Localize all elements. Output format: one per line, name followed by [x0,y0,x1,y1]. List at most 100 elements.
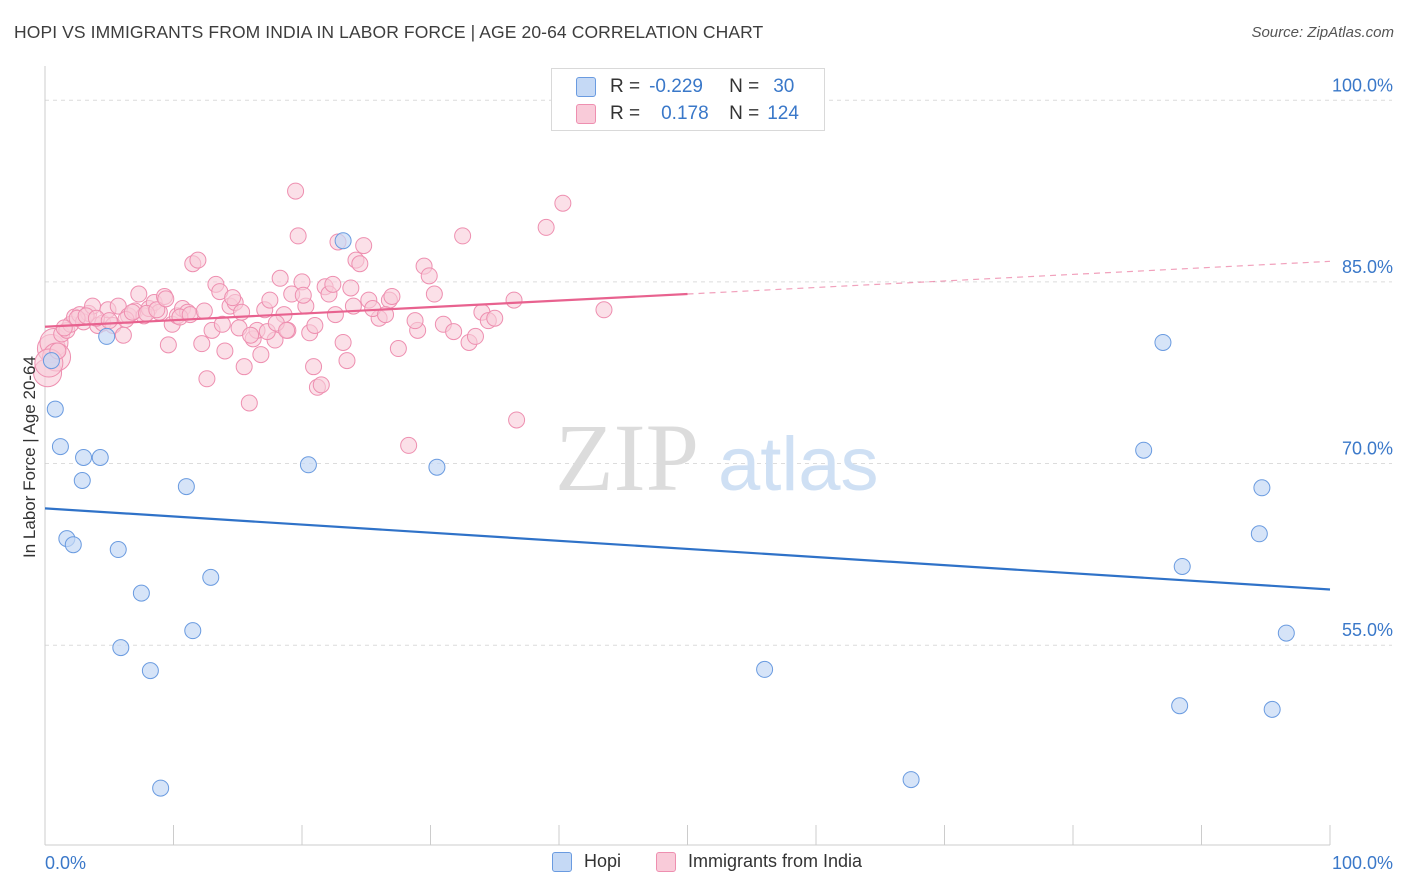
india-point [224,289,242,307]
india-point [159,336,177,354]
hopi-point [334,232,352,250]
india-point [271,269,289,287]
x-tick-label: 100.0% [1332,853,1393,873]
india-point [242,326,260,344]
hopi-point [756,660,774,678]
india-point [195,302,213,320]
legend-r-label: R = [610,76,641,97]
y-tick-label: 100.0% [1332,75,1393,95]
india-point [240,394,258,412]
legend-swatch-india [576,104,596,124]
hopi-point [1253,479,1271,497]
india-trend-line-projection [687,260,1331,295]
india-point [351,255,369,273]
india-point [189,251,207,269]
watermark-zip: ZIP [555,404,699,511]
india-point [466,327,484,345]
y-tick-label: 70.0% [1342,439,1393,459]
india-point [252,346,270,364]
source-label: Source: ZipAtlas.com [1251,24,1394,41]
india-point [326,306,344,324]
hopi-point [51,438,69,456]
india-point [406,312,424,330]
india-point [508,411,526,429]
india-point [342,279,360,297]
legend-n-label: N = [729,76,760,97]
legend-r-value-hopi: -0.229 [649,76,703,97]
hopi-point [75,449,93,466]
legend-n-value-hopi: 30 [773,76,795,97]
axis-layer [44,66,1331,846]
hopi-trend-line [44,507,1331,591]
india-point [123,303,141,321]
legend-n-value-india: 124 [767,103,799,124]
hopi-points [42,232,1295,797]
india-trend-line [44,292,688,328]
legend-r-label: R = [610,103,641,124]
y-tick-label: 85.0% [1342,257,1393,277]
india-point [130,285,148,303]
india-point [454,227,472,245]
hopi-point [98,327,116,345]
series-legend-hopi: Hopi [552,851,621,872]
hopi-point [152,779,170,797]
hopi-point [73,472,91,490]
india-point [289,227,307,245]
india-point [554,194,572,212]
india-point [537,218,555,236]
hopi-point [141,662,159,680]
stats-legend: R = -0.229 N = 30 R = 0.178 N = 124 [551,68,825,131]
india-point [389,340,407,358]
hopi-point [1250,525,1268,543]
trend-lines [44,260,1331,591]
hopi-point [1277,624,1295,642]
hopi-point [428,458,446,476]
hopi-point [1173,557,1191,575]
series-label-india: Immigrants from India [688,851,863,871]
india-point [445,323,463,341]
india-point [306,317,324,335]
y-tick-label: 55.0% [1342,620,1393,640]
india-point [193,335,211,353]
india-point [294,286,312,304]
hopi-point [177,478,195,496]
india-point [216,342,234,360]
india-point [324,275,342,293]
india-point [425,285,443,303]
india-point [261,291,279,309]
hopi-point [112,639,130,657]
india-point [312,376,330,394]
series-swatch-india [656,851,676,872]
hopi-point [91,449,109,466]
hopi-point [202,568,220,586]
hopi-point [132,584,150,602]
india-point [235,358,253,376]
india-point [198,370,216,388]
india-point [355,237,373,255]
hopi-point [1171,697,1189,715]
legend-row-india: R = 0.178 N = 124 [576,102,799,126]
india-point [305,358,323,376]
watermark: ZIP atlas [555,404,879,511]
india-point [157,290,175,308]
india-point [595,301,613,319]
india-point [486,309,504,327]
india-point [278,321,296,339]
series-swatch-hopi [552,851,572,872]
hopi-point [42,352,60,370]
hopi-point [1154,333,1172,351]
grid-layer [45,99,1392,646]
hopi-point [109,541,127,559]
india-point [148,301,166,319]
y-axis-label: In Labor Force | Age 20-64 [20,356,39,558]
india-point [420,267,438,285]
india-point [338,352,356,370]
tick-labels: 55.0% 70.0% 85.0% 100.0% 0.0% 100.0% [45,75,1393,873]
india-point [100,312,118,330]
india-point [55,319,73,337]
india-point [505,291,523,309]
series-legend-india: Immigrants from India [656,851,862,872]
legend-n-label: N = [729,103,760,124]
hopi-point [902,771,920,789]
